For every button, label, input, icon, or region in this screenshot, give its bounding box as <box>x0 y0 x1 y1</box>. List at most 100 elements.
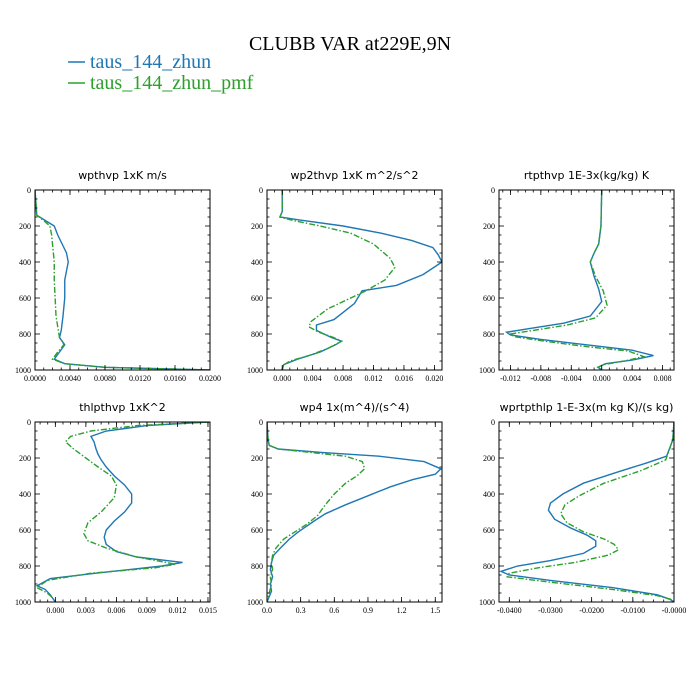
y-tick-label: 800 <box>483 330 495 339</box>
x-tick-label: 0.0040 <box>59 374 81 383</box>
y-tick-label: 200 <box>483 454 495 463</box>
y-tick-label: 600 <box>19 526 31 535</box>
series-line-zhun-pmf <box>35 190 210 370</box>
panel-frame <box>266 189 443 371</box>
x-tick-label: 0.008 <box>334 374 352 383</box>
x-tick-label: -0.008 <box>531 374 552 383</box>
y-tick-label: 1000 <box>479 598 495 607</box>
x-tick-label: -0.0300 <box>538 606 563 615</box>
panel-frame <box>498 421 675 603</box>
x-tick-label: 0.0 <box>262 606 272 615</box>
series-line-zhun <box>35 190 210 370</box>
y-tick-label: 400 <box>251 258 263 267</box>
x-tick-label: 0.008 <box>654 374 672 383</box>
x-tick-label: -0.004 <box>561 374 582 383</box>
x-tick-label: 1.5 <box>430 606 440 615</box>
x-tick-label: 0.000 <box>273 374 291 383</box>
y-tick-label: 0 <box>27 418 31 427</box>
series-line-zhun <box>35 422 209 602</box>
y-tick-label: 0 <box>259 418 263 427</box>
y-tick-label: 600 <box>483 526 495 535</box>
panel-frame <box>498 189 675 371</box>
x-tick-label: 0.004 <box>623 374 641 383</box>
legend-entry: taus_144_zhun_pmf <box>68 72 254 94</box>
y-tick-label: 400 <box>19 258 31 267</box>
y-tick-label: 800 <box>19 330 31 339</box>
panel-title: wp4 1x(m^4)/(s^4) <box>300 401 410 414</box>
x-tick-label: -0.0000 <box>662 606 687 615</box>
x-tick-label: 0.0080 <box>94 374 116 383</box>
x-tick-label: 0.0200 <box>199 374 221 383</box>
x-tick-label: 0.015 <box>199 606 217 615</box>
y-tick-label: 1000 <box>247 366 263 375</box>
x-tick-label: 0.3 <box>296 606 306 615</box>
panel-title: wpthvp 1xK m/s <box>78 169 167 182</box>
panel-title: thlpthvp 1xK^2 <box>79 401 166 414</box>
panel-frame <box>34 189 211 371</box>
x-tick-label: 0.016 <box>395 374 413 383</box>
series-line-zhun-pmf <box>508 190 647 370</box>
panel-title: wprtpthlp 1-E-3x(m kg K)/(s kg) <box>500 401 674 414</box>
legend-label: taus_144_zhun_pmf <box>90 72 254 94</box>
y-tick-label: 400 <box>19 490 31 499</box>
y-tick-label: 800 <box>483 562 495 571</box>
y-tick-label: 1000 <box>15 598 31 607</box>
y-tick-label: 200 <box>19 454 31 463</box>
y-tick-label: 200 <box>251 454 263 463</box>
x-tick-label: -0.0400 <box>497 606 522 615</box>
series-line-zhun <box>504 190 654 370</box>
x-tick-label: 0.0000 <box>24 374 46 383</box>
panel-frame <box>266 421 443 603</box>
x-tick-label: -0.0200 <box>579 606 604 615</box>
y-tick-label: 600 <box>251 294 263 303</box>
y-tick-label: 1000 <box>247 598 263 607</box>
series-line-zhun <box>267 422 442 602</box>
y-tick-label: 800 <box>251 562 263 571</box>
x-tick-label: 0.012 <box>365 374 383 383</box>
x-tick-label: 0.003 <box>77 606 95 615</box>
panel-frame <box>34 421 211 603</box>
x-tick-label: 0.020 <box>425 374 443 383</box>
panel-4: thlpthvp 1xK^2 0 200 400 600 800 1000 0.000 0.00… <box>15 401 217 615</box>
y-tick-label: 400 <box>251 490 263 499</box>
series-line-zhun <box>499 422 674 602</box>
legend-label: taus_144_zhun <box>90 51 211 73</box>
y-tick-label: 400 <box>483 490 495 499</box>
y-tick-label: 800 <box>19 562 31 571</box>
legend-entry: taus_144_zhun <box>68 51 211 73</box>
series-line-zhun <box>278 190 442 370</box>
y-tick-label: 600 <box>483 294 495 303</box>
panel-3: rtpthvp 1E-3x(kg/kg) K02004006008001000-… <box>479 169 675 383</box>
panel-title: wp2thvp 1xK m^2/s^2 <box>290 169 418 182</box>
x-tick-label: 1.2 <box>397 606 407 615</box>
x-tick-label: 0.000 <box>46 606 64 615</box>
y-tick-label: 600 <box>19 294 31 303</box>
y-tick-label: 0 <box>491 186 495 195</box>
x-tick-label: 0.000 <box>593 374 611 383</box>
x-tick-label: 0.006 <box>107 606 125 615</box>
y-tick-label: 0 <box>491 418 495 427</box>
panel-title: rtpthvp 1E-3x(kg/kg) K <box>524 169 650 182</box>
x-tick-label: 0.0120 <box>129 374 151 383</box>
y-tick-label: 800 <box>251 330 263 339</box>
y-tick-label: 200 <box>483 222 495 231</box>
x-tick-label: 0.6 <box>329 606 339 615</box>
series-line-zhun-pmf <box>267 422 366 602</box>
y-tick-label: 200 <box>251 222 263 231</box>
y-tick-label: 0 <box>27 186 31 195</box>
y-tick-label: 1000 <box>15 366 31 375</box>
x-tick-label: -0.012 <box>500 374 521 383</box>
x-tick-label: -0.0100 <box>620 606 645 615</box>
x-tick-label: 0.0160 <box>164 374 186 383</box>
x-tick-label: 0.004 <box>304 374 322 383</box>
y-tick-label: 1000 <box>479 366 495 375</box>
panel-2: wp2thvp 1xK m^2/s^2 0 200 400 600 800 1000 0.00… <box>247 169 443 383</box>
y-tick-label: 400 <box>483 258 495 267</box>
y-tick-label: 600 <box>251 526 263 535</box>
series-line-zhun-pmf <box>278 190 396 370</box>
